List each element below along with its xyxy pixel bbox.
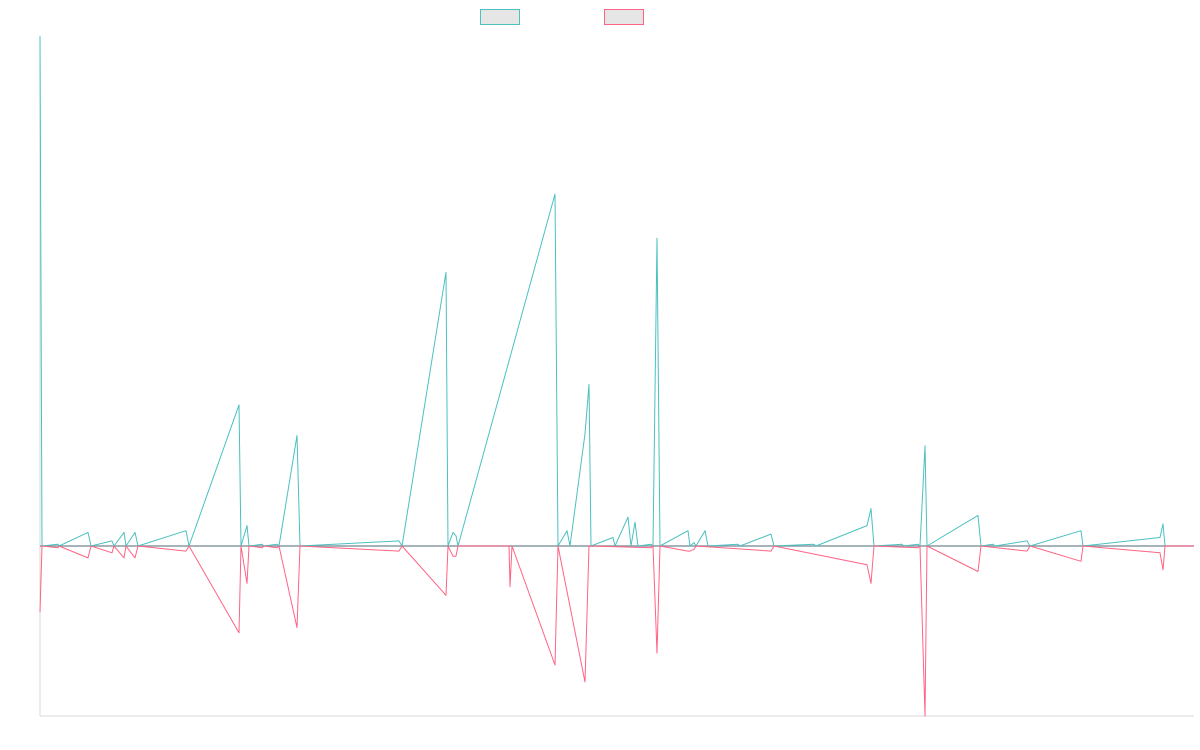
chart-axes (39, 36, 1194, 717)
series-line-1 (39, 35, 1194, 547)
chart-series-layer (39, 35, 1194, 717)
legend-swatch-1[interactable] (480, 9, 520, 25)
legend-swatch-2[interactable] (604, 9, 644, 25)
series-line-2 (39, 545, 1194, 717)
